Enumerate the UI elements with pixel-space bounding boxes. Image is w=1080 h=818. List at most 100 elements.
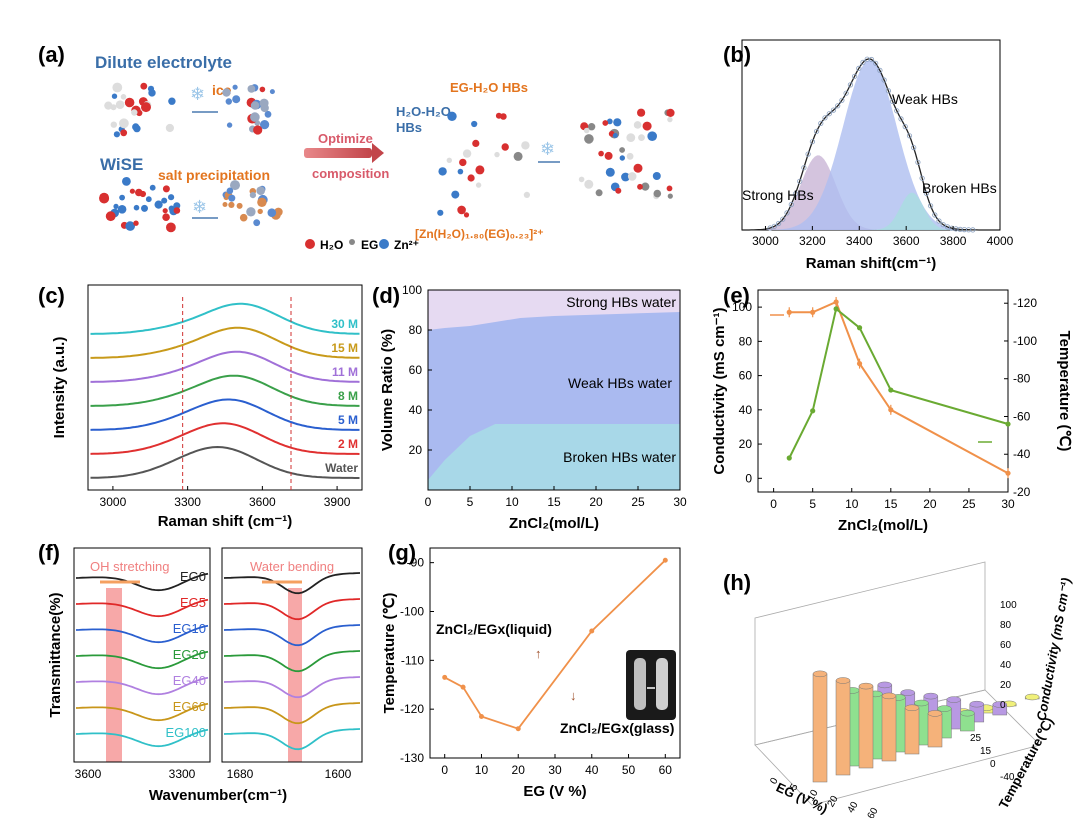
x-tick-label: 20 bbox=[589, 495, 603, 509]
molecule-dot bbox=[584, 134, 594, 144]
molecule-dot bbox=[666, 185, 673, 192]
series-line bbox=[90, 350, 360, 383]
data-point bbox=[970, 227, 976, 233]
water-molecule-icon bbox=[305, 239, 315, 249]
data-point bbox=[851, 73, 858, 79]
temperature-line bbox=[788, 307, 1009, 459]
molecule-dot bbox=[141, 102, 151, 113]
molecule-dot bbox=[500, 113, 507, 120]
y-tick-label: 20 bbox=[739, 437, 753, 451]
bar-body bbox=[881, 695, 897, 762]
left-plot-frame bbox=[73, 547, 211, 763]
bar-top bbox=[960, 709, 975, 717]
snowflake-icon: ❄ bbox=[540, 139, 555, 159]
molecule-dot bbox=[232, 95, 241, 104]
molecule-dot bbox=[133, 124, 141, 133]
snowflake-icon: ❄ bbox=[192, 197, 207, 217]
molecule-dot bbox=[667, 193, 673, 199]
data-point bbox=[792, 191, 799, 197]
y-tick-label: 40 bbox=[739, 403, 753, 417]
data-point bbox=[860, 59, 866, 66]
broken-hbs-area bbox=[428, 424, 680, 490]
temperature-point bbox=[810, 408, 816, 414]
molecule-dot bbox=[438, 167, 447, 176]
x-tick-label: 3600 bbox=[893, 234, 920, 248]
molecule-dot bbox=[641, 182, 650, 191]
panel-b-chart: 3000 3200 3400 3600 3800 4000 Raman shift(cm⁻¹… bbox=[741, 39, 1014, 272]
conductivity-line bbox=[789, 300, 1009, 475]
panel-f-chart: EG0 EG5 EG10 EG20 EG40 EG60 EG100 OH stretching… bbox=[47, 547, 363, 804]
molecule-dot bbox=[633, 121, 642, 129]
molecule-dot bbox=[627, 172, 637, 181]
molecule-dot bbox=[226, 122, 233, 128]
salt-precipitation-label: salt precipitation bbox=[158, 167, 270, 183]
series-label: EG20 bbox=[173, 647, 206, 662]
plot-frame bbox=[87, 284, 363, 491]
series-label: EG60 bbox=[173, 699, 206, 714]
molecule-dot bbox=[626, 133, 636, 143]
molecule-dot bbox=[165, 123, 174, 133]
y2-tick-label: -80 bbox=[1013, 372, 1031, 386]
data-point bbox=[788, 201, 794, 208]
molecule-dot bbox=[259, 86, 266, 93]
z-tick-label: 0 bbox=[1000, 700, 1006, 711]
molecule-dot bbox=[652, 172, 661, 180]
x-tick-label: 10 bbox=[505, 495, 519, 509]
series-line bbox=[90, 374, 360, 407]
panel-e-chart: 0 20 40 60 80 100 -20 -40 -60 -80 -100 -120 0 5 10 15 20… bbox=[711, 289, 1073, 534]
bar-top bbox=[858, 682, 874, 690]
x-tick-label: 30 bbox=[673, 495, 687, 509]
broken-hbs-label: Broken HBs bbox=[922, 180, 997, 196]
series-line bbox=[223, 702, 361, 725]
series-line bbox=[223, 676, 361, 699]
x-tick-label: 3300 bbox=[169, 767, 196, 781]
molecule-dot bbox=[162, 213, 170, 221]
series-line bbox=[75, 650, 209, 670]
molecule-dot bbox=[475, 165, 485, 175]
molecule-dot bbox=[133, 204, 140, 211]
series-label: 2 M bbox=[338, 437, 358, 451]
conductivity-point bbox=[786, 309, 792, 315]
molecule-dot bbox=[463, 212, 470, 218]
series-line bbox=[90, 302, 360, 335]
molecule-dot bbox=[523, 191, 531, 198]
x-tick-label: 15 bbox=[547, 495, 561, 509]
molecule-dot bbox=[475, 182, 482, 188]
molecule-dot bbox=[250, 112, 260, 122]
data-point bbox=[894, 108, 900, 114]
x-tick-label: 30 bbox=[1001, 497, 1015, 511]
molecule-dot bbox=[124, 97, 135, 108]
y2-tick-label: -40 bbox=[1013, 447, 1031, 461]
y-tick-label: -40 bbox=[1000, 772, 1015, 783]
panel-label-f: (f) bbox=[38, 540, 60, 565]
y-tick-label: 80 bbox=[409, 323, 423, 337]
molecule-dot bbox=[104, 101, 113, 110]
series-line bbox=[90, 422, 360, 455]
molecule-dot bbox=[120, 129, 128, 137]
molecule-dot bbox=[173, 207, 181, 214]
molecule-dot bbox=[115, 100, 125, 109]
data-point bbox=[822, 115, 828, 121]
z-tick-label: 60 bbox=[1000, 640, 1012, 651]
molecule-dot bbox=[615, 187, 622, 194]
eg-h2o-hbs-label: EG-H₂O HBs bbox=[450, 80, 528, 95]
conductivity-point bbox=[833, 299, 839, 305]
series-line bbox=[75, 572, 209, 592]
molecule-dot bbox=[162, 185, 170, 193]
series-label: EG5 bbox=[180, 595, 206, 610]
y-tick-label: -130 bbox=[400, 751, 424, 765]
data-point bbox=[932, 212, 938, 218]
temperature-point bbox=[478, 713, 484, 719]
data-point bbox=[830, 107, 837, 113]
molecule-dot bbox=[513, 151, 523, 161]
x-tick-label: 20 bbox=[512, 763, 526, 777]
x-axis-label: Raman shift (cm⁻¹) bbox=[158, 513, 293, 530]
x-tick-label: 3000 bbox=[752, 234, 779, 248]
molecule-dot bbox=[637, 183, 643, 190]
y-tick-label: -120 bbox=[400, 702, 424, 716]
x-tick-label: 30 bbox=[548, 763, 562, 777]
series-label: 8 M bbox=[338, 389, 358, 403]
z-tick-label: 20 bbox=[1000, 680, 1012, 691]
molecule-dot bbox=[113, 131, 120, 138]
x-tick-label: 10 bbox=[845, 497, 859, 511]
